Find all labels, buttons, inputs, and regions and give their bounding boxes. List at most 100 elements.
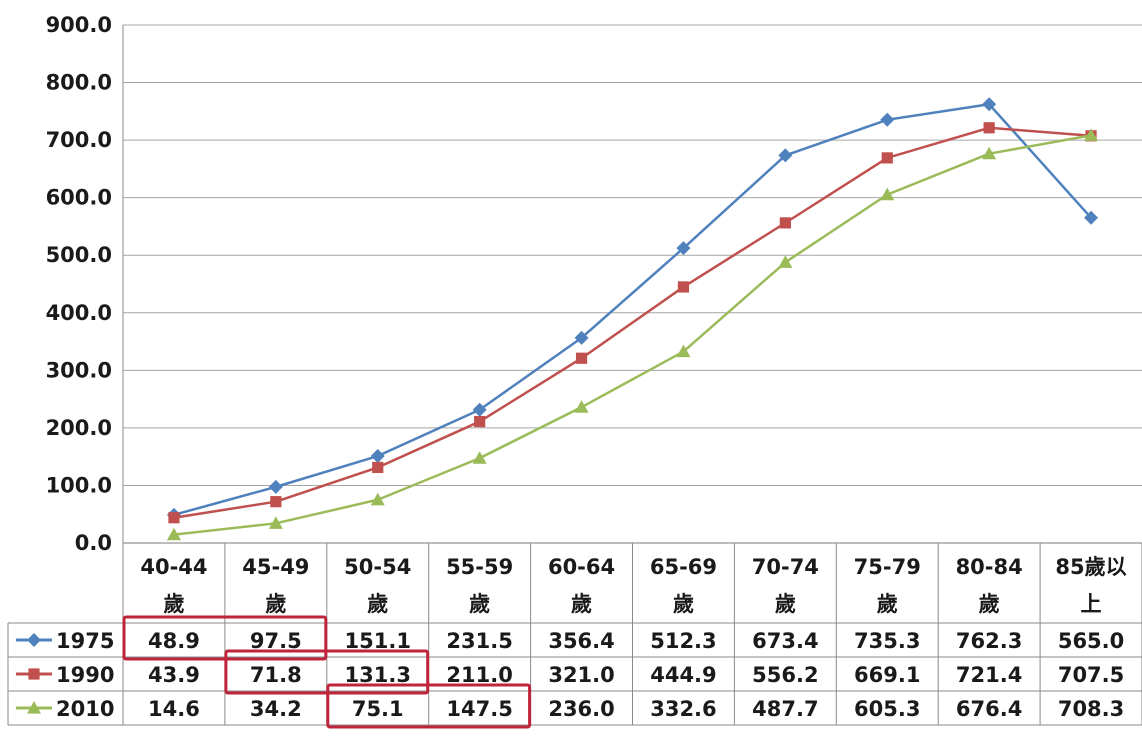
category-label: 50-54: [344, 555, 411, 579]
data-point: [370, 449, 385, 464]
category-label: 歲: [367, 592, 388, 616]
y-tick-label: 400.0: [46, 301, 112, 325]
data-table-cell: 356.4: [548, 629, 614, 653]
data-table-cell: 605.3: [854, 697, 920, 721]
y-axis: 0.0 100.0 200.0 300.0 400.0 500.0 600.0 700.0 80…: [46, 13, 112, 555]
category-label: 40-44: [140, 555, 207, 579]
data-point: [370, 492, 385, 506]
data-table-cell: 147.5: [446, 697, 512, 721]
category-label: 歲: [265, 592, 286, 616]
data-table-cell: 565.0: [1058, 629, 1124, 653]
category-label: 75-79: [854, 555, 921, 579]
y-tick-label: 700.0: [46, 128, 112, 152]
y-tick-label: 800.0: [46, 71, 112, 95]
data-point: [676, 344, 691, 358]
data-table-cell: 735.3: [854, 629, 920, 653]
category-label: 85歲以: [1055, 555, 1126, 579]
data-point: [472, 402, 487, 417]
data-point: [372, 461, 384, 474]
data-point: [166, 527, 181, 541]
data-table-cell: 131.3: [345, 663, 411, 687]
data-point: [880, 112, 895, 127]
data-point: [676, 241, 691, 256]
y-tick-label: 100.0: [46, 473, 112, 497]
data-table-cell: 71.8: [250, 663, 302, 687]
data-table-cell: 487.7: [752, 697, 818, 721]
data-table-cell: 236.0: [548, 697, 614, 721]
data-table-cell: 676.4: [956, 697, 1022, 721]
category-label: 歲: [571, 592, 592, 616]
data-point: [268, 516, 283, 529]
series-layer: [166, 97, 1099, 541]
category-label: 歲: [877, 592, 898, 616]
data-point: [27, 701, 41, 714]
data-point: [982, 97, 997, 112]
y-tick-label: 300.0: [46, 358, 112, 382]
data-table-cell: 721.4: [956, 663, 1022, 687]
data-table-cell: 97.5: [250, 629, 302, 653]
highlight-layer: [122, 615, 532, 729]
y-tick-label: 900.0: [46, 13, 112, 37]
y-tick-label: 0.0: [75, 531, 112, 555]
data-table-cell: 34.2: [250, 697, 302, 721]
category-label: 歲: [979, 592, 1000, 616]
data-point: [28, 668, 40, 680]
category-label: 上: [1081, 592, 1102, 616]
data-point: [880, 187, 895, 201]
legend-entry: 1990: [16, 663, 114, 687]
data-point: [27, 633, 41, 647]
category-label: 45-49: [242, 555, 309, 579]
legend-entry: 1975: [16, 629, 114, 653]
data-table-cell: 151.1: [345, 629, 411, 653]
data-point: [1084, 210, 1099, 225]
data-point: [474, 415, 486, 428]
y-tick-label: 500.0: [46, 243, 112, 267]
y-tick-label: 200.0: [46, 416, 112, 440]
legend-label: 1975: [56, 629, 114, 653]
series-1975: [166, 97, 1099, 522]
category-label: 歲: [775, 592, 796, 616]
data-table-cell: 556.2: [752, 663, 818, 687]
highlight-box: [326, 683, 532, 729]
data-point: [982, 146, 997, 160]
data-table-cell: 43.9: [148, 663, 200, 687]
data-table-cell: 762.3: [956, 629, 1022, 653]
category-label: 60-64: [548, 555, 615, 579]
series-line: [173, 134, 1092, 536]
data-table-cell: 75.1: [352, 697, 404, 721]
category-label: 55-59: [446, 555, 513, 579]
data-point: [983, 122, 995, 134]
series-line: [173, 103, 1092, 517]
data-table-cell: 321.0: [548, 663, 614, 687]
data-point: [677, 281, 690, 293]
data-point: [778, 148, 793, 163]
grid-layer: [122, 24, 1142, 544]
data-table: 40-44 歲 45-49 歲 50-54 歲 55-59 歲 60-64 歲 65-69 歲 70-7…: [7, 543, 1142, 726]
data-table-cell: 231.5: [446, 629, 512, 653]
category-label: 歲: [469, 592, 490, 616]
data-point: [1084, 128, 1099, 141]
data-table-cell: 14.6: [148, 697, 200, 721]
category-label: 65-69: [650, 555, 717, 579]
data-point: [778, 255, 793, 268]
series-line: [173, 126, 1092, 519]
data-point: [881, 152, 893, 164]
data-point: [270, 496, 282, 508]
data-point: [472, 451, 487, 464]
legend-entry: 2010: [16, 697, 114, 721]
category-label: 歲: [673, 592, 694, 616]
data-table-cell: 512.3: [650, 629, 716, 653]
data-point: [779, 217, 791, 229]
legend-label: 2010: [56, 697, 114, 721]
data-point: [575, 352, 588, 364]
data-table-cell: 444.9: [650, 663, 716, 687]
series-2010: [166, 128, 1099, 541]
category-label: 歲: [163, 592, 184, 616]
category-label: 70-74: [752, 555, 819, 579]
data-point: [168, 512, 180, 524]
data-table-cell: 707.5: [1058, 663, 1124, 687]
y-tick-label: 600.0: [46, 186, 112, 210]
data-point: [268, 479, 283, 494]
data-table-cell: 669.1: [854, 663, 920, 687]
